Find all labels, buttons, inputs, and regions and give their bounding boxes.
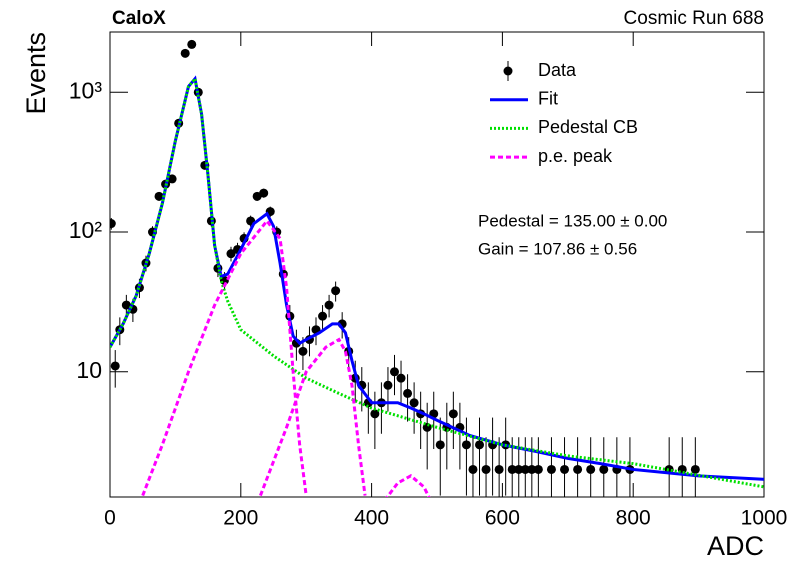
x-tick-label: 1000 — [741, 507, 788, 530]
data-point — [331, 286, 341, 296]
y-tick-label: 10² — [69, 217, 103, 243]
data-point — [586, 464, 596, 474]
x-axis-label: ADC — [707, 531, 764, 561]
legend-label: Data — [538, 60, 577, 80]
data-point — [435, 440, 445, 450]
data-point — [187, 39, 197, 49]
data-point — [520, 464, 530, 474]
chart-subtitle: Cosmic Run 688 — [624, 8, 764, 29]
data-point — [546, 464, 556, 474]
data-point — [396, 373, 406, 383]
annotation: Gain = 107.86 ± 0.56 — [478, 239, 637, 258]
x-tick-label: 200 — [223, 507, 258, 530]
data-point — [475, 440, 485, 450]
data-point — [324, 300, 334, 310]
y-tick-label: 10³ — [69, 77, 103, 103]
chart-title: CaloX — [112, 8, 166, 29]
data-point — [448, 409, 458, 419]
data-point — [468, 464, 478, 474]
annotation: Pedestal = 135.00 ± 0.00 — [478, 211, 667, 230]
x-tick-label: 600 — [485, 507, 520, 530]
data-point — [383, 380, 393, 390]
data-point — [533, 464, 543, 474]
data-point — [690, 464, 700, 474]
data-point — [461, 440, 471, 450]
data-point — [259, 188, 269, 198]
x-tick-label: 0 — [104, 507, 116, 530]
data-point — [507, 464, 517, 474]
curve — [110, 75, 764, 481]
data-point — [514, 464, 524, 474]
data-point — [226, 249, 236, 259]
plot-frame — [109, 31, 765, 498]
data-point — [560, 464, 570, 474]
legend-marker — [503, 66, 513, 76]
data-point — [154, 191, 164, 201]
data-point — [110, 361, 120, 371]
legend-label: Pedestal CB — [538, 117, 638, 137]
data-point — [121, 300, 131, 310]
data-point — [409, 398, 419, 408]
legend-label: Fit — [538, 88, 558, 108]
data-point — [110, 219, 116, 229]
curve — [141, 218, 431, 497]
data-point — [403, 388, 413, 398]
data-point — [370, 409, 380, 419]
data-point — [494, 464, 504, 474]
data-point — [298, 346, 308, 356]
x-tick-label: 400 — [354, 507, 389, 530]
data-point — [481, 464, 491, 474]
data-point — [167, 174, 177, 184]
y-axis-label: Events — [21, 32, 51, 115]
x-tick-label: 800 — [616, 507, 651, 530]
data-point — [389, 367, 399, 377]
data-point — [599, 464, 609, 474]
data-point — [180, 48, 190, 58]
data-point — [573, 464, 583, 474]
data-point — [318, 311, 328, 321]
y-tick-label: 10 — [76, 357, 102, 383]
curve — [110, 75, 764, 489]
legend-label: p.e. peak — [538, 146, 613, 166]
data-point — [527, 464, 537, 474]
